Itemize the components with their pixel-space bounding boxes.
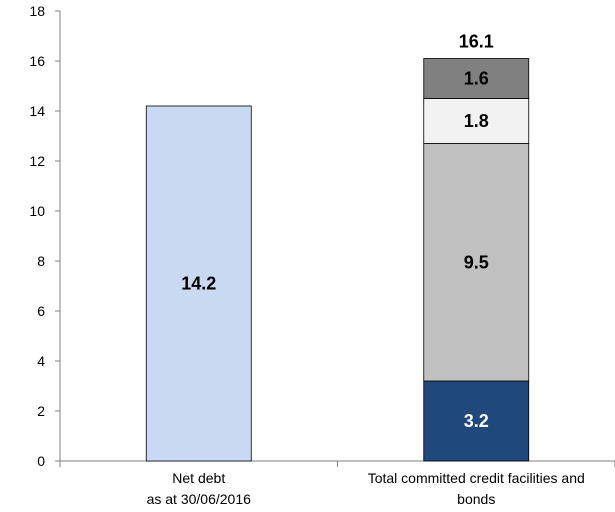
total-label: 16.1	[459, 32, 494, 52]
category-labels: Net debt as at 30/06/2016 Total committed …	[147, 470, 585, 507]
category-label: Total committed credit facilities and bon…	[368, 470, 585, 507]
bar-segment	[423, 58, 530, 99]
category-label: Net debt as at 30/06/2016	[147, 470, 252, 507]
data-label: 1.6	[464, 69, 489, 89]
category-label-line: Total committed credit facilities and	[368, 470, 585, 486]
bar-segment	[423, 380, 530, 462]
category-label-line: bonds	[457, 491, 495, 507]
x-axis-ticks	[59, 461, 615, 467]
y-tick-label: 2	[37, 403, 45, 419]
bars	[145, 58, 530, 462]
y-tick-label: 6	[37, 303, 45, 319]
category-label-line: as at 30/06/2016	[147, 491, 252, 507]
bar-segment	[145, 105, 252, 462]
y-axis-ticks: 0 2 4 6 8 10 12 14 16 18	[29, 3, 60, 469]
y-tick-label: 10	[29, 203, 45, 219]
data-labels: 14.2 3.2 9.5 1.8 1.6 16.1	[181, 32, 494, 432]
y-tick-label: 8	[37, 253, 45, 269]
y-tick-label: 14	[29, 103, 45, 119]
category-label-line: Net debt	[172, 470, 225, 486]
y-tick-label: 16	[29, 53, 45, 69]
y-tick-label: 4	[37, 353, 45, 369]
data-label: 1.8	[464, 111, 489, 131]
y-tick-label: 0	[37, 453, 45, 469]
data-label: 14.2	[181, 274, 216, 294]
data-label: 9.5	[464, 252, 489, 272]
bar-segment	[423, 143, 530, 382]
y-tick-label: 18	[29, 3, 45, 19]
data-label: 3.2	[464, 411, 489, 431]
bar-segment	[423, 98, 530, 144]
y-tick-label: 12	[29, 153, 45, 169]
